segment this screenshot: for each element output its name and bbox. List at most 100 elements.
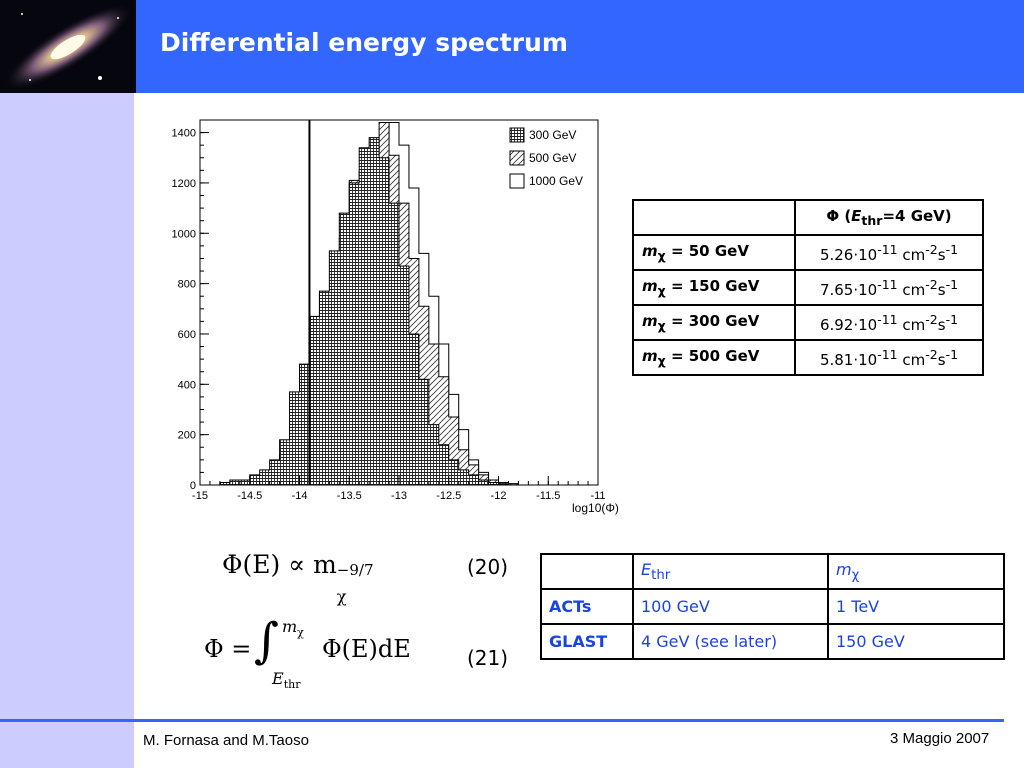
histogram-chart: -15 -14.5 -14 -13.5 -13 -12.5 -12 -11.5 -11 0 200 4… <box>172 119 619 515</box>
chi-subscript: χ <box>657 318 666 333</box>
histogram-bar <box>428 424 439 485</box>
formula-21: Φ = ∫ mχ Ethr Φ(E)dE <box>204 613 434 695</box>
formula-20: Φ(E) ∝ m −9/7 χ <box>222 550 374 606</box>
histogram-bar <box>389 203 399 485</box>
histogram-bar <box>458 469 469 485</box>
galaxy-logo-icon <box>0 0 136 93</box>
x-tick-label: -11.5 <box>536 490 560 502</box>
histogram-bar <box>448 417 459 485</box>
mchi-m: m <box>836 559 852 579</box>
y-tick-label: 0 <box>190 480 196 492</box>
unit-cm: cm <box>897 245 926 264</box>
m-symbol: m <box>642 347 658 365</box>
experiments-table: Ethr mχ ACTs 100 GeV 1 TeV GLAST 4 GeV (… <box>540 553 1005 660</box>
histogram-bar <box>448 459 459 485</box>
ethr-header: Ethr <box>632 553 829 590</box>
footer-authors: M. Fornasa and M.Taoso <box>143 732 309 749</box>
flux-mantissa: 7.65·10 <box>819 280 878 299</box>
chi-subscript: χ <box>657 248 666 263</box>
flux-exponent: -11 <box>877 241 898 257</box>
flux-exponent: -11 <box>877 311 898 327</box>
mass-cell: mχ = 300 GeV <box>632 304 796 341</box>
thr-subscript: thr <box>861 213 883 228</box>
y-tick-label: 200 <box>178 430 196 442</box>
flux-exponent: -11 <box>877 276 898 292</box>
header-bar <box>0 0 1024 93</box>
unit-s: s <box>937 280 946 299</box>
histogram-bar <box>349 182 360 485</box>
histogram-bar <box>498 483 509 485</box>
x-tick-label: -15 <box>192 490 208 502</box>
paren-open: ( <box>839 207 852 225</box>
flux-cell: 7.65·10-11 cm-2s-1 <box>794 269 984 306</box>
footer-date: 3 Maggio 2007 <box>890 730 990 747</box>
unit-cm: cm <box>897 350 926 369</box>
histogram-bar <box>309 316 320 485</box>
equation-number-20: (20) <box>467 555 509 579</box>
unit-s-exp: -1 <box>945 346 959 362</box>
table-row: mχ = 300 GeV 6.92·10-11 cm-2s-1 <box>632 304 984 341</box>
equation-number-21: (21) <box>467 646 509 670</box>
histogram-bar <box>359 147 370 486</box>
flux-table-header: Φ (Ethr=4 GeV) <box>632 199 984 236</box>
unit-s-exp: -1 <box>945 241 959 257</box>
legend-swatch <box>509 127 525 143</box>
flux-cell: 5.26·10-11 cm-2s-1 <box>794 234 984 271</box>
histogram-bar <box>458 449 469 485</box>
table-row: ACTs 100 GeV 1 TeV <box>540 588 1005 625</box>
flux-cell: 6.92·10-11 cm-2s-1 <box>794 304 984 341</box>
histogram-bar <box>229 479 240 485</box>
x-tick-label: -11 <box>590 490 605 502</box>
upper-chi: χ <box>297 626 304 640</box>
histogram-bar <box>279 439 290 485</box>
flux-mantissa: 5.81·10 <box>819 350 878 369</box>
unit-s-exp: -1 <box>945 276 959 292</box>
y-tick-label: 800 <box>178 279 196 291</box>
legend-label: 1000 GeV <box>529 174 583 188</box>
m-symbol: m <box>642 242 658 260</box>
histogram-bar <box>329 250 340 485</box>
y-tick-label: 600 <box>178 329 196 341</box>
formula-20-subscript: χ <box>336 587 347 606</box>
table-row: mχ = 50 GeV 5.26·10-11 cm-2s-1 <box>632 234 984 271</box>
mass-value: = 50 GeV <box>665 242 749 260</box>
experiment-name: GLAST <box>540 623 634 660</box>
left-sidebar <box>0 93 134 768</box>
histogram-bar <box>319 291 330 485</box>
histogram-bar <box>468 474 479 485</box>
mchi-sub: χ <box>851 568 860 584</box>
histogram-bar <box>438 444 449 485</box>
histogram-bar <box>428 344 439 485</box>
histogram-bar <box>219 482 230 485</box>
mass-cell: mχ = 500 GeV <box>632 339 796 376</box>
lower-e: E <box>272 669 284 688</box>
x-tick-label: -12.5 <box>436 490 461 502</box>
ethr-value: 4 GeV (see later) <box>632 623 829 660</box>
chi-subscript: χ <box>657 283 666 298</box>
y-tick-label: 1400 <box>172 128 196 140</box>
mchi-header: mχ <box>827 553 1005 590</box>
unit-s: s <box>937 350 946 369</box>
formula-20-exponent: −9/7 <box>336 561 374 579</box>
x-tick-label: -12 <box>491 490 507 502</box>
mass-value: = 300 GeV <box>665 312 760 330</box>
chi-subscript: χ <box>657 353 666 368</box>
x-tick-label: -13.5 <box>337 490 362 502</box>
threshold-value: =4 GeV) <box>882 207 952 225</box>
unit-cm: cm <box>897 280 926 299</box>
phi-symbol: Φ <box>826 207 840 225</box>
histogram-bar <box>399 266 409 485</box>
mchi-value: 1 TeV <box>827 588 1005 625</box>
unit-cm-exp: -2 <box>925 241 938 257</box>
unit-s-exp: -1 <box>945 311 959 327</box>
histogram-bar <box>478 479 489 485</box>
flux-header-cell: Φ (Ethr=4 GeV) <box>794 199 984 236</box>
legend-label: 300 GeV <box>529 128 576 142</box>
m-symbol: m <box>642 277 658 295</box>
upper-m: m <box>282 617 298 636</box>
histogram-bar <box>408 333 419 485</box>
legend-swatch <box>509 150 525 166</box>
histogram-bar <box>488 482 499 485</box>
flux-mantissa: 5.26·10 <box>819 245 878 264</box>
histogram-bar <box>418 379 429 485</box>
